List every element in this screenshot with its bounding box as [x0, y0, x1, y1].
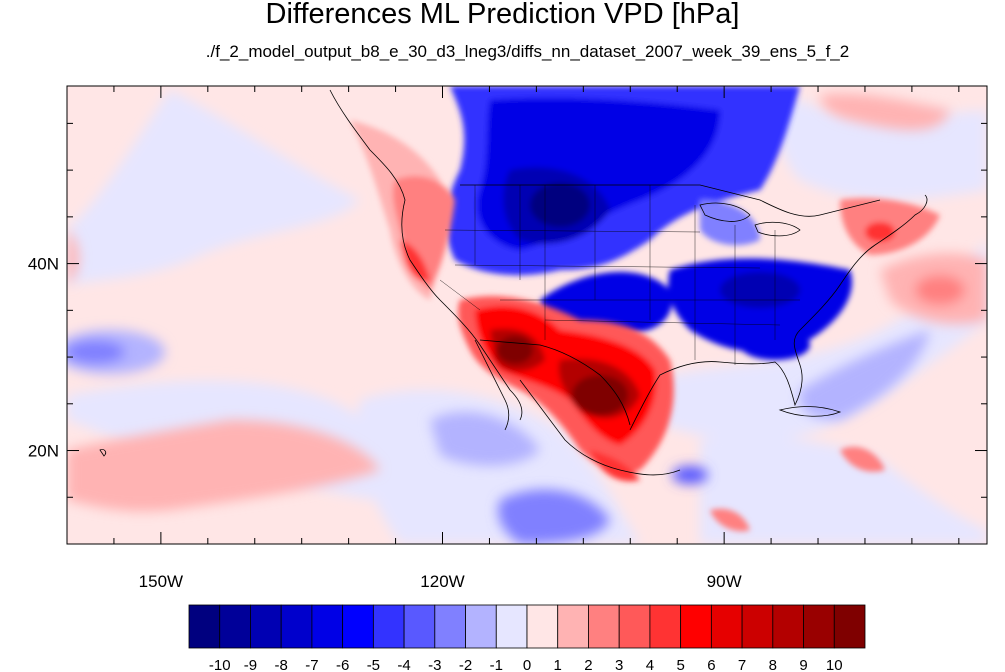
map-plot-area — [67, 86, 987, 544]
colorbar-swatch — [588, 604, 620, 649]
colorbar-label: -10 — [209, 657, 231, 672]
colorbar-label: -4 — [397, 657, 410, 672]
colorbar-swatch — [649, 604, 682, 649]
lon-label: 90W — [707, 572, 742, 591]
colorbar-label: 3 — [615, 657, 623, 672]
colorbar-swatch — [710, 604, 743, 649]
field-negative-strong — [445, 86, 852, 360]
colorbar-swatch — [526, 604, 559, 649]
colorbar-swatch — [557, 604, 589, 649]
colorbar-label: 8 — [769, 657, 777, 672]
colorbar-swatch — [618, 604, 651, 649]
colorbar-swatch — [372, 604, 405, 649]
field-positive-mid — [350, 120, 940, 472]
colorbar-swatch — [311, 604, 344, 649]
colorbar-swatch — [188, 604, 221, 649]
colorbar-label: 1 — [554, 657, 562, 672]
colorbar-swatch — [680, 604, 712, 649]
colorbar-swatch — [803, 604, 835, 649]
colorbar-swatch — [772, 604, 804, 649]
colorbar-label: 10 — [826, 657, 843, 672]
field-positive-light — [67, 93, 987, 512]
colorbar-swatch — [495, 604, 528, 649]
colorbar-swatch — [250, 604, 282, 649]
colorbar-swatch — [741, 604, 774, 649]
colorbar-label: -8 — [275, 657, 288, 672]
colorbar-label: 7 — [738, 657, 746, 672]
lon-label: 150W — [139, 572, 183, 591]
field-positive-strong — [458, 296, 750, 532]
colorbar-label: -2 — [459, 657, 472, 672]
colorbar-swatch — [403, 604, 436, 649]
lon-label: 120W — [420, 572, 464, 591]
field-negative-mid — [67, 330, 930, 544]
colorbar-label: -9 — [244, 657, 257, 672]
colorbar-label: 9 — [799, 657, 807, 672]
map-subtitle: ./f_2_model_output_b8_e_30_d3_lneg3/diff… — [205, 42, 850, 61]
colorbar-label: -3 — [428, 657, 441, 672]
coastline-outlines — [99, 89, 928, 476]
state-borders — [439, 185, 800, 365]
lat-label: 20N — [28, 442, 59, 461]
map-frame — [66, 85, 988, 545]
colorbar-swatch — [465, 604, 497, 649]
colorbar-label: -6 — [336, 657, 349, 672]
colorbar-swatch — [434, 604, 466, 649]
map-axis-labels: 40N 20N 150W 120W 90W — [28, 255, 742, 591]
colorbar-label: 6 — [707, 657, 715, 672]
colorbar-label: 5 — [676, 657, 684, 672]
map-title: Differences ML Prediction VPD [hPa] — [265, 0, 740, 30]
colorbar-label: -5 — [367, 657, 380, 672]
lat-label: 40N — [28, 255, 59, 274]
colorbar: -10 -9 -8 -7 -6 -5 -4 -3 -2 -1 0 1 2 3 4 5 6 7 8 9 10 — [188, 604, 866, 672]
colorbar-swatch — [219, 604, 251, 649]
map-ticks — [67, 86, 987, 544]
colorbar-swatch — [342, 604, 374, 649]
colorbar-label: -1 — [490, 657, 503, 672]
colorbar-label: 0 — [523, 657, 531, 672]
colorbar-label: -7 — [305, 657, 318, 672]
colorbar-label: 2 — [584, 657, 592, 672]
colorbar-label: 4 — [646, 657, 654, 672]
colorbar-swatch — [280, 604, 313, 649]
colorbar-swatch — [833, 604, 866, 649]
